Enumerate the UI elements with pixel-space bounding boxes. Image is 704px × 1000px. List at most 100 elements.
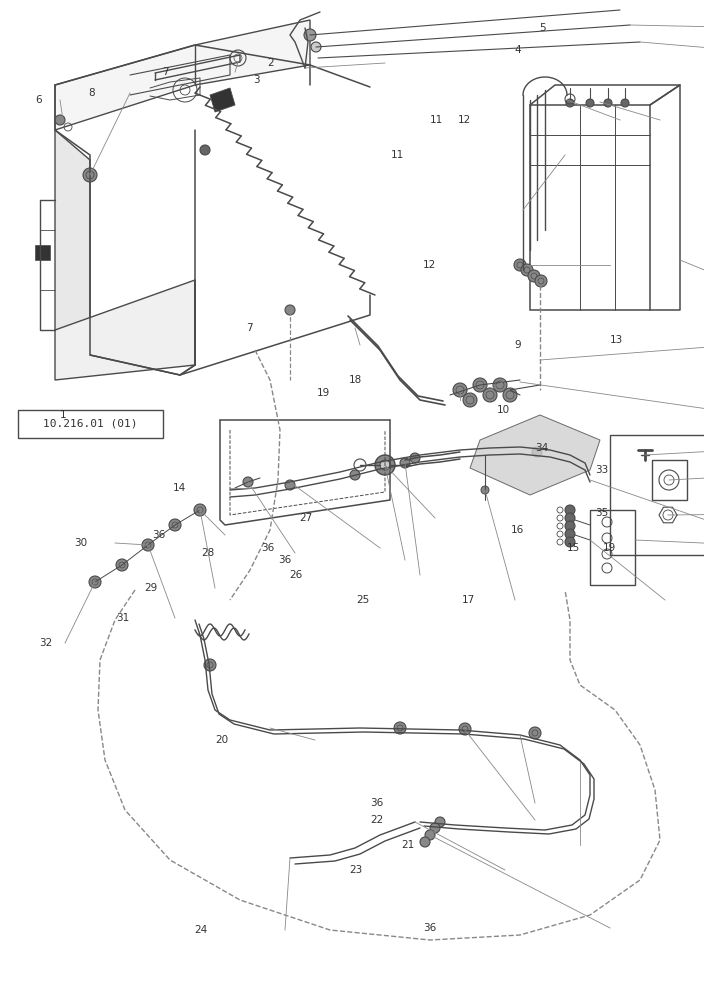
Circle shape: [565, 529, 575, 539]
Text: 6: 6: [35, 95, 42, 105]
Circle shape: [55, 115, 65, 125]
Polygon shape: [55, 20, 310, 130]
Text: 12: 12: [423, 260, 436, 270]
Text: 16: 16: [511, 525, 524, 535]
Text: 36: 36: [261, 543, 274, 553]
Text: 18: 18: [349, 375, 362, 385]
Bar: [530, 105, 650, 310]
Text: 9: 9: [514, 340, 521, 350]
Text: 13: 13: [610, 335, 622, 345]
Text: 23: 23: [349, 865, 362, 875]
Text: 2: 2: [268, 58, 275, 68]
Circle shape: [566, 99, 574, 107]
Circle shape: [375, 455, 395, 475]
Text: 10: 10: [497, 405, 510, 415]
Text: 19: 19: [603, 543, 615, 553]
Text: 5: 5: [539, 23, 546, 33]
Circle shape: [535, 275, 547, 287]
Circle shape: [83, 168, 97, 182]
Text: 19: 19: [318, 388, 330, 398]
Circle shape: [514, 259, 526, 271]
Text: 33: 33: [596, 465, 608, 475]
Circle shape: [521, 264, 533, 276]
Circle shape: [493, 378, 507, 392]
Circle shape: [89, 576, 101, 588]
Circle shape: [169, 519, 181, 531]
Circle shape: [380, 460, 390, 470]
Polygon shape: [210, 88, 235, 112]
Text: 4: 4: [514, 45, 521, 55]
Circle shape: [473, 378, 487, 392]
Circle shape: [621, 99, 629, 107]
Text: 22: 22: [370, 815, 383, 825]
Circle shape: [142, 539, 154, 551]
Text: 36: 36: [152, 530, 165, 540]
Circle shape: [529, 727, 541, 739]
Text: 27: 27: [300, 513, 313, 523]
Text: 7: 7: [246, 323, 253, 333]
Circle shape: [200, 145, 210, 155]
Polygon shape: [470, 415, 600, 495]
Circle shape: [481, 486, 489, 494]
Text: 11: 11: [391, 150, 404, 160]
Text: 15: 15: [567, 543, 580, 553]
Text: 26: 26: [289, 570, 302, 580]
Text: 31: 31: [117, 613, 130, 623]
Text: 36: 36: [370, 798, 383, 808]
Bar: [652, 460, 687, 500]
Text: 11: 11: [430, 115, 443, 125]
Polygon shape: [55, 130, 90, 355]
Circle shape: [285, 480, 295, 490]
Text: 14: 14: [173, 483, 186, 493]
Circle shape: [435, 817, 445, 827]
Text: 30: 30: [75, 538, 87, 548]
Text: 32: 32: [39, 638, 52, 648]
Circle shape: [565, 505, 575, 515]
Text: 36: 36: [279, 555, 291, 565]
Text: 34: 34: [536, 443, 548, 453]
Circle shape: [459, 723, 471, 735]
Circle shape: [463, 393, 477, 407]
Text: 21: 21: [402, 840, 415, 850]
Circle shape: [194, 504, 206, 516]
Circle shape: [420, 837, 430, 847]
Circle shape: [285, 305, 295, 315]
Circle shape: [350, 470, 360, 480]
Circle shape: [410, 453, 420, 463]
Circle shape: [604, 99, 612, 107]
Circle shape: [430, 823, 440, 833]
Circle shape: [425, 830, 435, 840]
Text: 12: 12: [458, 115, 471, 125]
Circle shape: [311, 42, 321, 52]
Text: 35: 35: [596, 508, 608, 518]
Polygon shape: [55, 280, 195, 380]
Bar: [590, 510, 635, 585]
Circle shape: [565, 537, 575, 547]
Polygon shape: [35, 245, 50, 260]
Text: 24: 24: [194, 925, 207, 935]
Circle shape: [483, 388, 497, 402]
Circle shape: [503, 388, 517, 402]
Circle shape: [528, 270, 540, 282]
Text: 20: 20: [215, 735, 228, 745]
Bar: [610, 435, 704, 555]
Text: 7: 7: [162, 67, 169, 77]
Text: 8: 8: [88, 88, 95, 98]
Text: 3: 3: [253, 75, 260, 85]
Text: 29: 29: [145, 583, 158, 593]
Text: 36: 36: [423, 923, 436, 933]
Bar: [18, 410, 163, 438]
Text: 17: 17: [462, 595, 474, 605]
Circle shape: [586, 99, 594, 107]
Circle shape: [304, 29, 316, 41]
Circle shape: [116, 559, 128, 571]
Text: 10.216.01 (01): 10.216.01 (01): [43, 419, 137, 429]
Circle shape: [394, 722, 406, 734]
Circle shape: [400, 458, 410, 468]
Text: 25: 25: [356, 595, 369, 605]
Circle shape: [565, 521, 575, 531]
Circle shape: [565, 513, 575, 523]
Circle shape: [243, 477, 253, 487]
Text: 1: 1: [60, 410, 67, 420]
Circle shape: [453, 383, 467, 397]
